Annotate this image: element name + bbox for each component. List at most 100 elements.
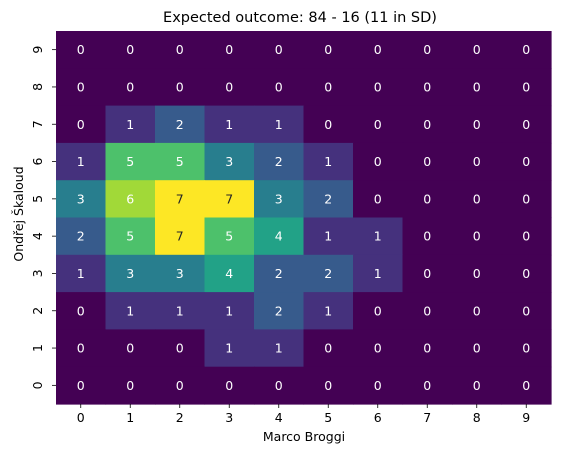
cell-value-label: 7 — [225, 191, 233, 206]
heatmap-cell — [353, 142, 404, 181]
heatmap-cell — [155, 254, 206, 293]
heatmap-cell — [254, 31, 305, 69]
cell-value-label: 0 — [126, 378, 134, 393]
cell-value-label: 0 — [126, 42, 134, 57]
cell-value-label: 1 — [374, 229, 382, 244]
heatmap-cell — [204, 180, 255, 219]
heatmap-cell — [105, 105, 156, 144]
x-axis-label: Marco Broggi — [263, 429, 345, 444]
cell-value-label: 0 — [423, 229, 431, 244]
cell-value-label: 0 — [374, 191, 382, 206]
cell-value-label: 1 — [126, 303, 134, 318]
cell-value-label: 0 — [176, 378, 184, 393]
x-axis-ticks: 0 1 2 3 4 5 6 7 8 9 — [77, 404, 530, 425]
cell-value-label: 0 — [423, 154, 431, 169]
heatmap-cell — [303, 31, 354, 69]
heatmap-cell — [204, 329, 255, 368]
heatmap-cell — [155, 105, 206, 144]
heatmap-cell — [353, 180, 404, 219]
x-tick-label: 9 — [522, 410, 530, 425]
heatmap-cell — [105, 217, 156, 256]
cell-value-label: 2 — [324, 266, 332, 281]
cell-value-label: 0 — [77, 42, 85, 57]
cell-value-label: 0 — [473, 378, 481, 393]
y-tick-label: 6 — [30, 158, 45, 166]
heatmap-cell — [452, 329, 503, 368]
heatmap-cell — [353, 329, 404, 368]
cell-value-label: 3 — [126, 266, 134, 281]
cell-value-label: 0 — [473, 229, 481, 244]
heatmap-cell — [204, 254, 255, 293]
cell-value-label: 0 — [176, 42, 184, 57]
cell-value-label: 0 — [275, 42, 283, 57]
heatmap-cell — [353, 292, 404, 330]
cell-value-label: 7 — [176, 191, 184, 206]
cell-value-label: 0 — [225, 378, 233, 393]
cell-value-label: 1 — [324, 303, 332, 318]
heatmap-cell — [303, 105, 354, 144]
heatmap-cell — [56, 68, 107, 107]
heatmap-cell — [402, 366, 453, 405]
heatmap-cell — [353, 217, 404, 256]
cell-value-label: 0 — [423, 266, 431, 281]
heatmap-cell — [56, 180, 107, 219]
heatmap-cell — [303, 142, 354, 181]
cell-value-label: 0 — [522, 378, 530, 393]
cell-value-label: 1 — [275, 341, 283, 356]
cell-value-label: 0 — [522, 266, 530, 281]
heatmap-cell — [501, 366, 552, 405]
heatmap-cell — [303, 217, 354, 256]
cell-value-label: 0 — [473, 266, 481, 281]
cell-value-label: 1 — [225, 117, 233, 132]
cell-value-label: 1 — [225, 341, 233, 356]
heatmap-cell — [501, 142, 552, 181]
heatmap-cell — [353, 366, 404, 405]
cell-value-label: 4 — [275, 229, 283, 244]
heatmap-cell — [402, 254, 453, 293]
cell-value-label: 0 — [522, 341, 530, 356]
heatmap-cell — [353, 105, 404, 144]
heatmap-cell — [452, 105, 503, 144]
heatmap-cell — [155, 142, 206, 181]
x-tick-label: 5 — [324, 410, 332, 425]
heatmap-cell — [105, 142, 156, 181]
cell-value-label: 0 — [423, 303, 431, 318]
cell-value-label: 1 — [275, 117, 283, 132]
heatmap-cell — [56, 366, 107, 405]
cell-value-label: 0 — [324, 42, 332, 57]
heatmap-cell — [254, 329, 305, 368]
heatmap-cell — [155, 31, 206, 69]
heatmap-cell — [402, 292, 453, 330]
heatmap-cell — [501, 217, 552, 256]
heatmap-cell — [501, 254, 552, 293]
heatmap-cell — [303, 329, 354, 368]
cell-value-label: 5 — [126, 154, 134, 169]
cell-value-label: 0 — [522, 117, 530, 132]
heatmap-cell — [155, 68, 206, 107]
chart-title: Expected outcome: 84 - 16 (11 in SD) — [163, 10, 437, 26]
cell-value-label: 0 — [473, 154, 481, 169]
cell-value-label: 0 — [77, 117, 85, 132]
heatmap-cell — [452, 180, 503, 219]
cell-value-label: 0 — [522, 229, 530, 244]
heatmap-cell — [452, 254, 503, 293]
heatmap-cell — [303, 366, 354, 405]
cell-value-label: 5 — [225, 229, 233, 244]
heatmap-cell — [56, 142, 107, 181]
cell-value-label: 1 — [176, 303, 184, 318]
heatmap-cell — [254, 105, 305, 144]
heatmap-cell — [402, 142, 453, 181]
x-tick-label: 3 — [225, 410, 233, 425]
heatmap-cell — [254, 254, 305, 293]
cell-value-label: 0 — [522, 154, 530, 169]
heatmap-cell — [402, 329, 453, 368]
heatmap-cell — [204, 366, 255, 405]
cell-value-label: 2 — [176, 117, 184, 132]
cell-value-label: 2 — [324, 191, 332, 206]
cell-value-label: 0 — [374, 303, 382, 318]
cell-value-label: 0 — [423, 191, 431, 206]
cell-value-label: 0 — [374, 117, 382, 132]
heatmap-cell — [204, 217, 255, 256]
heatmap-cell — [501, 329, 552, 368]
